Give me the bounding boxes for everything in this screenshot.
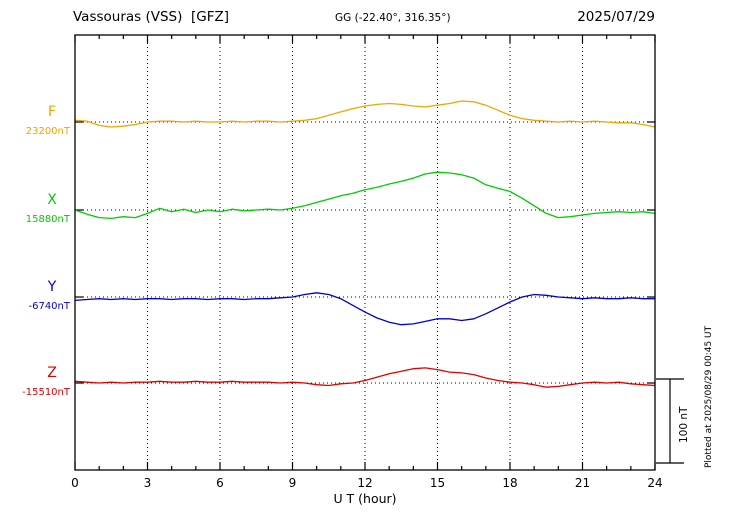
x-tick-label-3: 3	[143, 476, 152, 490]
component-reference-x: 15880nT	[25, 214, 70, 225]
x-tick-label-21: 21	[574, 476, 591, 490]
trace-y	[74, 292, 656, 326]
component-label-z: Z	[47, 365, 57, 381]
trace-x	[74, 171, 656, 220]
geographic-coordinates: GG (-22.40°, 316.35°)	[335, 12, 451, 24]
plotted-at-watermark: Plotted at 2025/08/29 00:45 UT	[704, 325, 714, 468]
component-reference-z: -15510nT	[22, 387, 70, 398]
component-label-x: X	[47, 192, 57, 208]
component-label-y: Y	[47, 279, 57, 295]
trace-z	[74, 367, 656, 388]
x-tick-label-24: 24	[647, 476, 663, 490]
plot-date: 2025/07/29	[577, 9, 655, 25]
x-tick-label-0: 0	[71, 476, 79, 490]
component-reference-f: 23200nT	[25, 126, 70, 137]
x-tick-label-15: 15	[429, 476, 446, 490]
x-tick-label-12: 12	[357, 476, 373, 490]
scale-bar-label: 100 nT	[678, 406, 690, 443]
x-axis-title: U T (hour)	[333, 491, 397, 506]
plot-frame	[74, 34, 656, 471]
station-title: Vassouras (VSS) [GFZ]	[73, 9, 229, 25]
component-reference-y: -6740nT	[28, 301, 70, 312]
x-tick-label-6: 6	[216, 476, 224, 490]
x-tick-label-9: 9	[288, 476, 297, 490]
x-tick-label-18: 18	[502, 476, 518, 490]
component-label-f: F	[47, 104, 57, 120]
trace-f	[74, 100, 656, 128]
